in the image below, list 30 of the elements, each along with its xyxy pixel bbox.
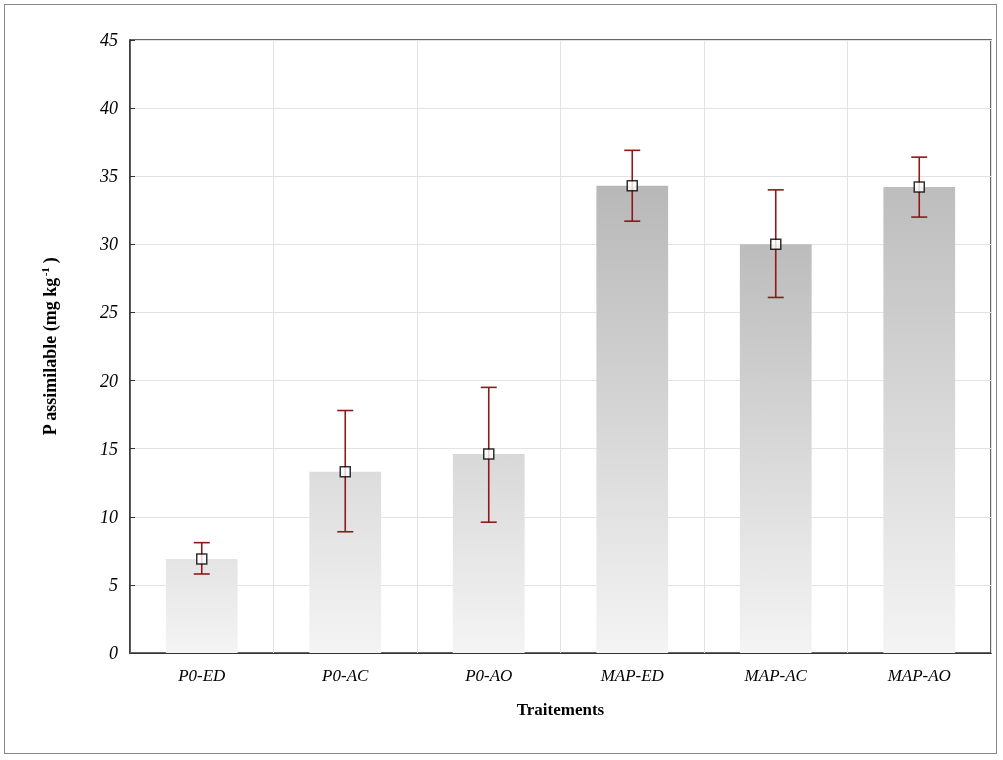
x-tick-label: P0-ED	[177, 666, 227, 685]
point	[626, 180, 638, 192]
point	[196, 553, 208, 565]
y-tick-label: 40	[100, 98, 118, 119]
bar	[309, 471, 382, 653]
point	[770, 238, 782, 251]
y-tick-label: 25	[100, 302, 118, 323]
y-tick-label: 20	[100, 370, 118, 391]
point	[339, 466, 351, 478]
y-tick-label: 35	[99, 166, 118, 187]
y-tick-label: 0	[109, 643, 118, 663]
y-tick-label: 45	[100, 30, 118, 50]
bar	[883, 187, 956, 653]
bar	[452, 454, 525, 653]
x-axis-title: Traitements	[516, 700, 605, 719]
y-tick-label: 30	[99, 234, 118, 255]
x-tick-label: P0-AO	[464, 666, 513, 685]
y-axis-title: P assimilable (mg kg-1)	[38, 257, 61, 436]
bar	[596, 185, 669, 653]
bar	[165, 559, 238, 653]
point	[913, 181, 925, 193]
x-tick-label: MAP-AC	[743, 666, 808, 685]
bar	[739, 244, 812, 653]
x-tick-label: P0-AC	[321, 666, 370, 685]
x-tick-label: MAP-ED	[599, 666, 665, 685]
y-tick-label: 5	[109, 574, 118, 595]
y-tick-label: 10	[100, 506, 118, 527]
x-tick-label: MAP-AO	[886, 666, 951, 685]
point	[483, 448, 495, 460]
y-tick-label: 15	[100, 438, 118, 459]
